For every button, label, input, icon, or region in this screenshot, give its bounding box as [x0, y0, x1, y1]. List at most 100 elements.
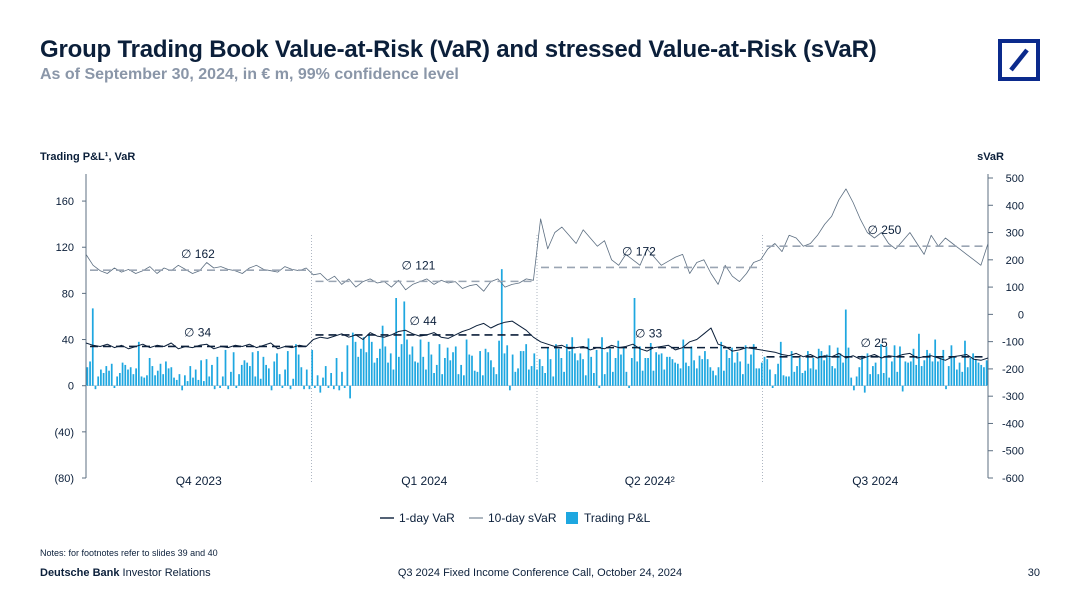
trading-pl-bar — [980, 364, 983, 386]
trading-pl-bar — [416, 362, 419, 386]
trading-pl-bar — [793, 371, 796, 386]
trading-pl-bar — [555, 344, 557, 386]
trading-pl-bar — [227, 385, 230, 390]
trading-pl-bar — [295, 344, 297, 386]
trading-pl-bar — [146, 375, 148, 386]
trading-pl-bar — [522, 351, 525, 386]
trading-pl-bar — [771, 385, 774, 388]
trading-pl-bar — [983, 367, 985, 386]
trading-pl-bar — [958, 362, 961, 386]
var-line — [85, 320, 989, 361]
trading-pl-bar — [143, 377, 146, 386]
trading-pl-bar — [571, 337, 574, 386]
trading-pl-bar — [977, 362, 980, 386]
trading-pl-bar — [974, 359, 977, 386]
trading-pl-bar — [267, 368, 270, 386]
right-axis-title: sVaR — [977, 151, 1004, 163]
trading-pl-bar — [124, 364, 127, 386]
trading-pl-bar — [484, 348, 487, 386]
trading-pl-bar — [408, 354, 411, 386]
trading-pl-bar — [471, 355, 473, 386]
trading-pl-bar — [658, 354, 660, 386]
trading-pl-bar — [609, 348, 612, 386]
trading-pl-bar — [286, 351, 289, 386]
trading-pl-bar — [601, 337, 603, 386]
trading-pl-bar — [939, 358, 942, 386]
trading-pl-bar — [955, 369, 958, 386]
trading-pl-bar — [319, 385, 322, 393]
trading-pl-bar — [603, 374, 606, 386]
trading-pl-bar — [433, 373, 435, 386]
trading-pl-bar — [357, 356, 360, 386]
trading-pl-bar — [473, 370, 476, 386]
trading-pl-bar — [148, 358, 151, 386]
trading-pl-bar — [170, 367, 173, 386]
trading-pl-bar — [836, 347, 839, 386]
trading-pl-bar — [750, 354, 752, 386]
trading-pl-bar — [395, 298, 398, 386]
trading-pl-bar — [192, 377, 194, 386]
trading-pl-bar — [490, 360, 492, 386]
trading-pl-bar — [568, 351, 571, 386]
trading-pl-bar — [560, 358, 563, 386]
trading-pl-bar — [918, 333, 920, 386]
trading-pl-bar — [178, 374, 181, 386]
trading-pl-bar — [760, 362, 763, 386]
left-axis-tick-label: 80 — [62, 288, 74, 300]
trading-pl-bar — [928, 353, 931, 386]
trading-pl-bar — [335, 358, 338, 386]
quarter-label: Q3 2024 — [852, 474, 898, 488]
right-axis-tick-label: -200 — [1002, 364, 1024, 376]
right-axis-tick-label: -400 — [1002, 418, 1024, 430]
trading-pl-bar — [964, 340, 966, 386]
trading-pl-bar — [844, 309, 847, 386]
trading-pl-bar — [400, 344, 403, 386]
trading-pl-bar — [706, 359, 709, 386]
trading-pl-bar — [579, 353, 582, 386]
trading-pl-bar — [184, 375, 186, 386]
trading-pl-bar — [151, 366, 154, 386]
legend-pl-swatch — [566, 512, 578, 524]
trading-pl-bar — [639, 346, 641, 386]
trading-pl-bar — [546, 347, 549, 386]
trading-pl-bar — [430, 354, 433, 386]
trading-pl-bar — [406, 339, 408, 386]
trading-pl-bar — [530, 366, 533, 386]
trading-pl-bar — [517, 368, 519, 386]
trading-pl-bar — [739, 361, 742, 386]
left-axis-tick-label: (40) — [54, 427, 74, 439]
trading-pl-bar — [254, 376, 257, 386]
trading-pl-bar — [224, 349, 227, 386]
trading-pl-bar — [904, 361, 907, 386]
trading-pl-bar — [801, 373, 804, 386]
trading-pl-bar — [574, 353, 576, 386]
trading-pl-bar — [121, 362, 124, 386]
trading-pl-bar — [628, 385, 630, 388]
trading-pl-bar — [175, 379, 178, 386]
trading-pl-bar — [741, 374, 744, 386]
trading-pl-bar — [362, 337, 365, 386]
footer-event: Q3 2024 Fixed Income Conference Call, Oc… — [397, 567, 683, 579]
trading-pl-bar — [360, 348, 362, 386]
trading-pl-bar — [370, 341, 373, 386]
trading-pl-bar — [804, 370, 807, 386]
trading-pl-bar — [763, 356, 766, 386]
trading-pl-bar — [896, 371, 899, 386]
trading-pl-bar — [454, 346, 457, 386]
trading-pl-bar — [281, 385, 284, 388]
trading-pl-bar — [427, 341, 430, 386]
var-average-label: ∅ 33 — [635, 327, 662, 341]
trading-pl-bar — [582, 359, 584, 386]
trading-pl-bar — [533, 353, 536, 386]
trading-pl-bar — [154, 375, 156, 386]
trading-pl-bar — [969, 358, 972, 386]
trading-pl-bar — [701, 359, 704, 386]
trading-pl-bar — [110, 363, 113, 386]
trading-pl-bar — [912, 348, 915, 386]
trading-pl-bar — [671, 359, 674, 386]
trading-pl-bar — [200, 360, 202, 386]
trading-pl-bar — [755, 368, 758, 386]
trading-pl-bar — [332, 385, 335, 390]
trading-pl-bar — [934, 339, 937, 386]
trading-pl-bar — [435, 364, 438, 386]
